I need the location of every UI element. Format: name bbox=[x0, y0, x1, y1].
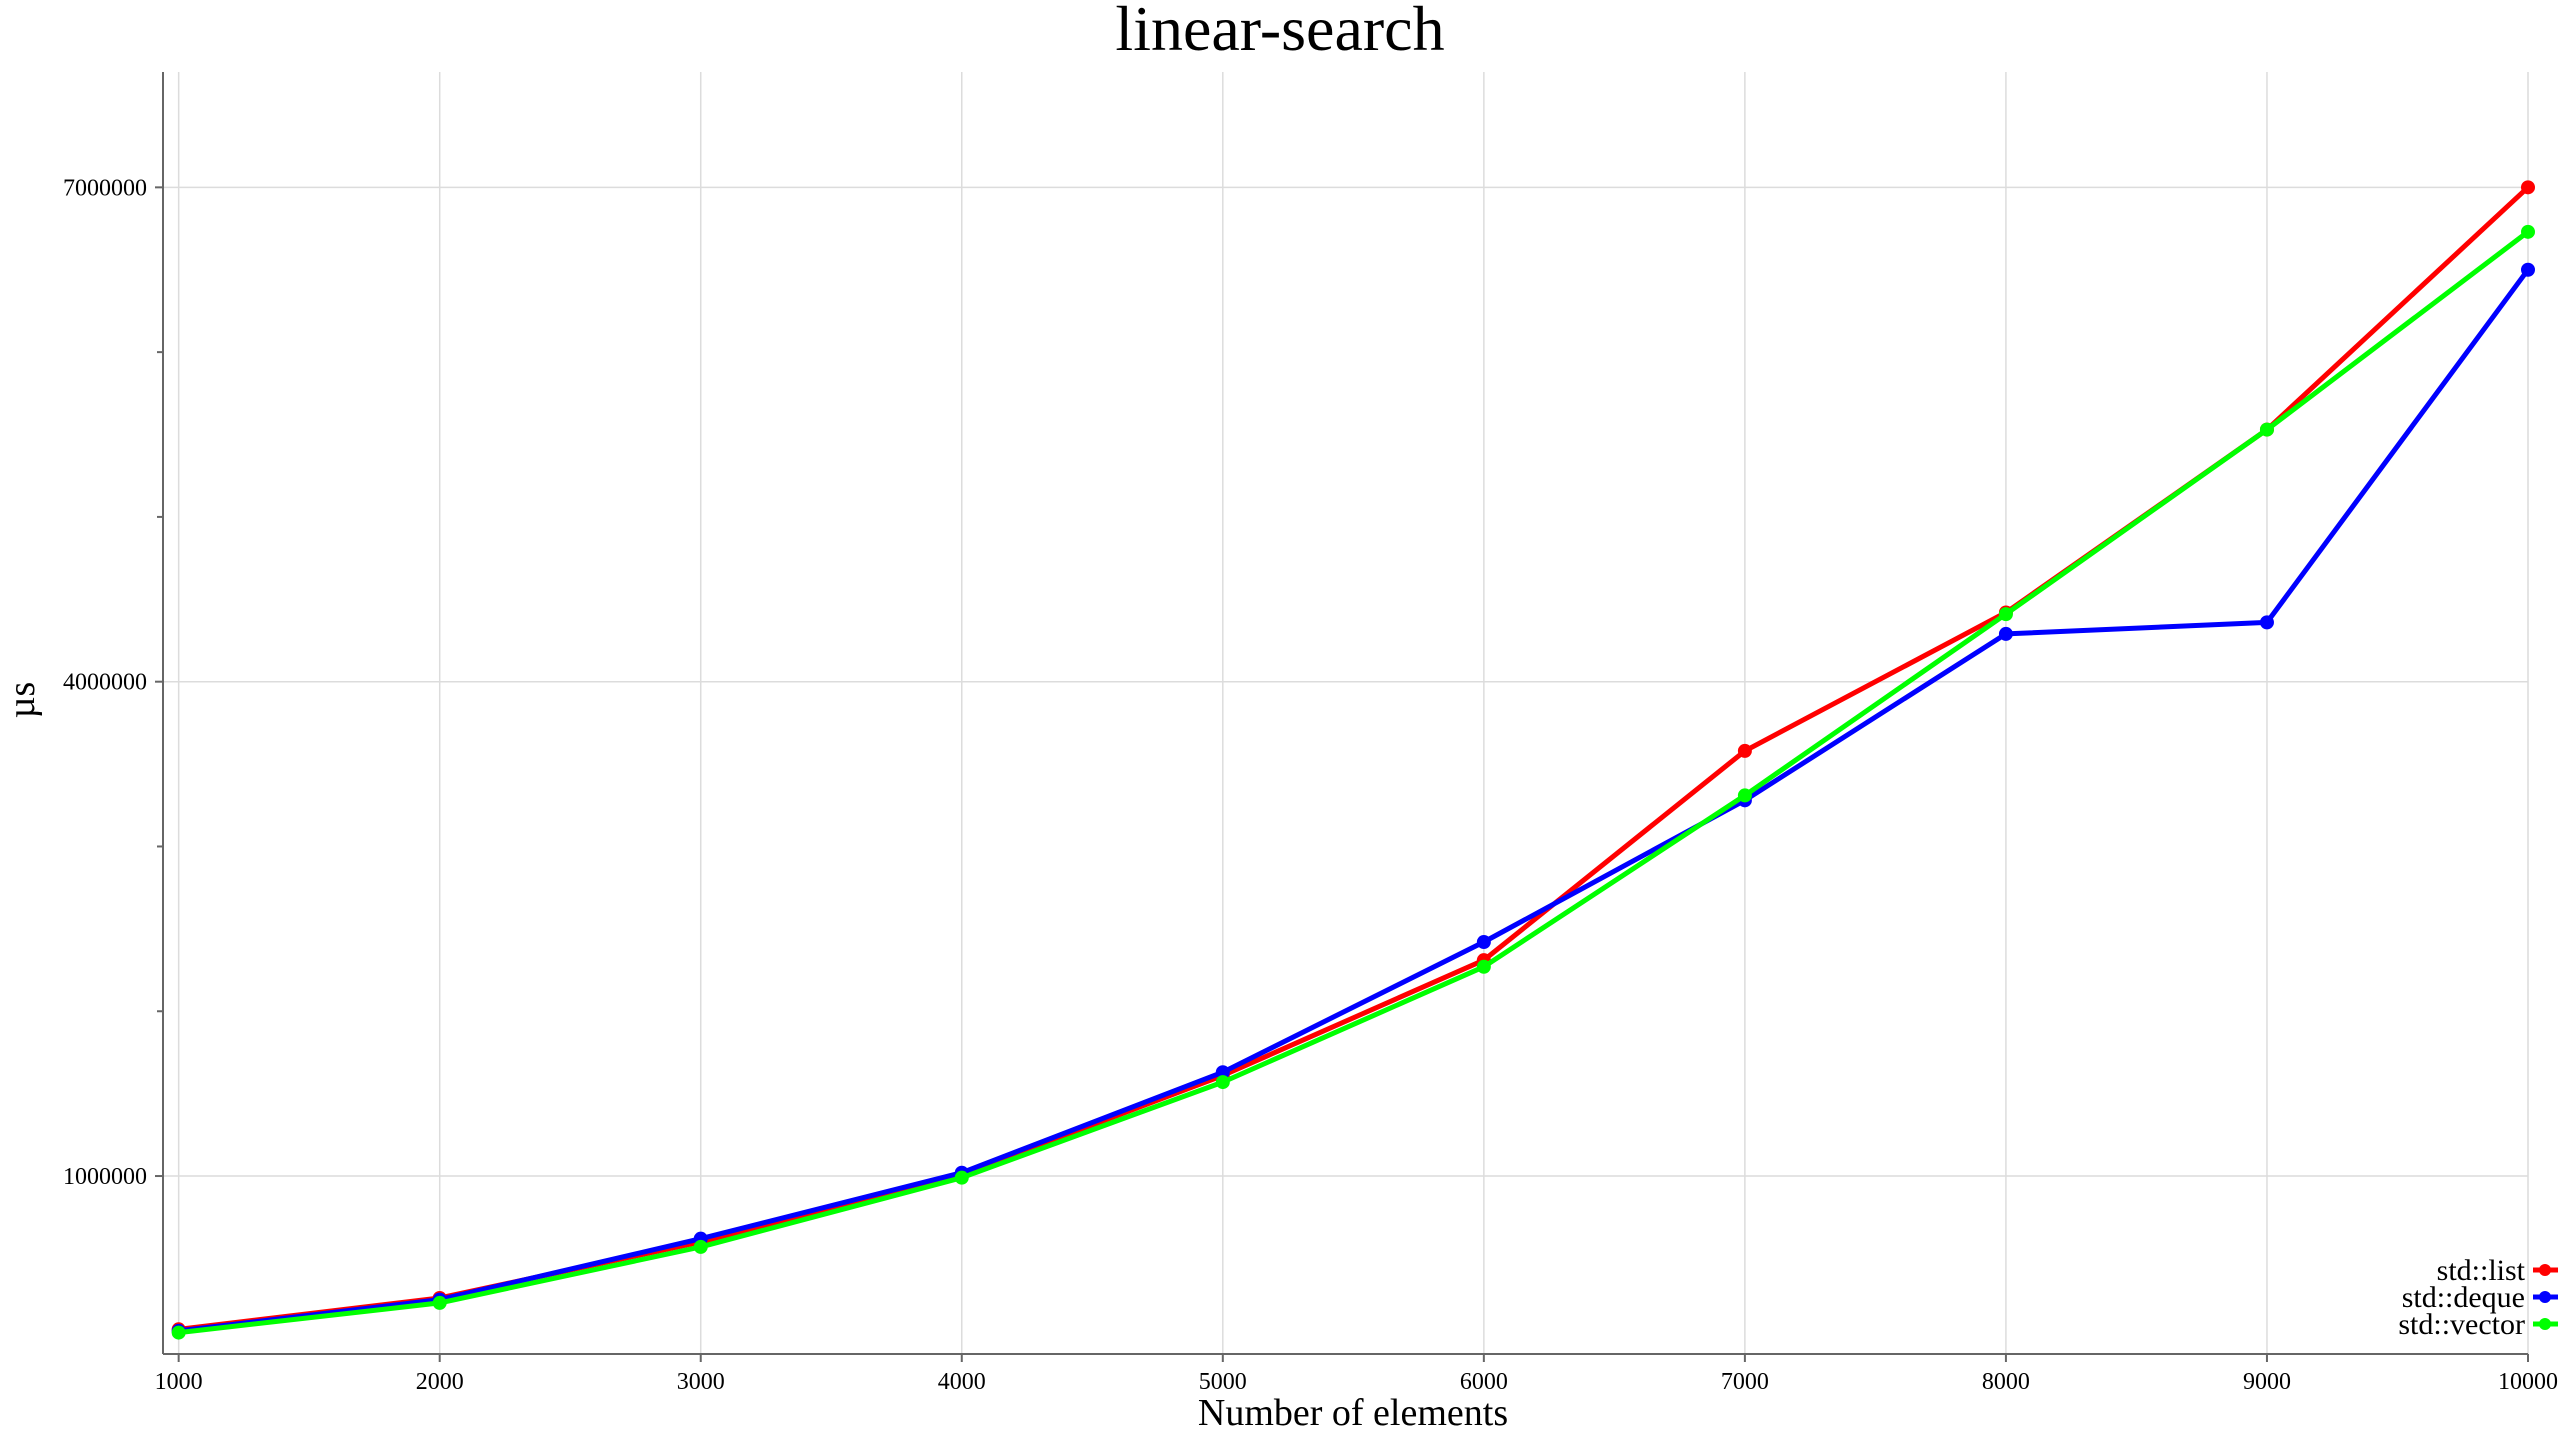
series-line bbox=[178, 268, 2531, 1334]
data-point bbox=[1737, 788, 1752, 803]
chart-title: linear-search bbox=[1115, 0, 1444, 64]
data-point bbox=[1998, 626, 2013, 641]
x-tick-label: 1000 bbox=[155, 1369, 203, 1395]
x-tick-label: 5000 bbox=[1199, 1369, 1247, 1395]
y-tick-label: 1000000 bbox=[63, 1164, 147, 1190]
legend-item-std-vector: std::vector bbox=[2398, 1308, 2558, 1341]
data-point bbox=[2259, 422, 2274, 437]
x-tick-label: 6000 bbox=[1460, 1369, 1508, 1395]
data-point bbox=[1215, 1065, 1230, 1080]
data-point bbox=[954, 1170, 969, 1185]
data-point bbox=[2521, 224, 2535, 239]
y-tick-label: 7000000 bbox=[63, 175, 147, 201]
series-std-vector bbox=[171, 224, 2535, 1340]
x-tick-label: 7000 bbox=[1721, 1369, 1769, 1395]
y-axis-label: µs bbox=[1, 682, 43, 719]
legend-label: std::deque bbox=[2402, 1281, 2525, 1314]
axes: 1000 2000 3000 4000 5000 6000 7000 8000 9000 1000… bbox=[63, 72, 2558, 1395]
x-tick-label: 10000 bbox=[2498, 1369, 2558, 1395]
x-tick-label: 9000 bbox=[2243, 1369, 2291, 1395]
series-line bbox=[178, 185, 2530, 1332]
data-point bbox=[1998, 607, 2013, 622]
x-axis-label: Number of elements bbox=[1198, 1392, 1508, 1434]
x-tick-label: 2000 bbox=[416, 1369, 464, 1395]
x-tick-label: 4000 bbox=[938, 1369, 986, 1395]
series-group bbox=[171, 180, 2535, 1340]
legend-swatch-marker bbox=[2539, 1291, 2551, 1303]
series-line bbox=[178, 229, 2530, 1336]
x-tick-label: 8000 bbox=[1982, 1369, 2030, 1395]
data-point bbox=[432, 1295, 447, 1310]
legend-swatch-marker bbox=[2539, 1318, 2551, 1330]
legend-item-std-deque: std::deque bbox=[2402, 1281, 2558, 1314]
x-tick-label: 3000 bbox=[677, 1369, 725, 1395]
data-point bbox=[693, 1239, 708, 1254]
data-point bbox=[171, 1325, 186, 1340]
legend-swatch-marker bbox=[2539, 1264, 2551, 1276]
y-tick-label: 4000000 bbox=[63, 670, 147, 696]
data-point bbox=[2259, 615, 2274, 630]
grid bbox=[163, 72, 2529, 1354]
data-point bbox=[2521, 262, 2535, 277]
data-point bbox=[1215, 1075, 1230, 1090]
legend-item-std-list: std::list bbox=[2437, 1254, 2558, 1287]
data-point bbox=[1476, 959, 1491, 974]
series-std-deque bbox=[171, 262, 2535, 1338]
series-std-list bbox=[171, 180, 2535, 1337]
data-point bbox=[2521, 180, 2535, 195]
data-point bbox=[1476, 935, 1491, 950]
legend-label: std::vector bbox=[2398, 1308, 2525, 1341]
legend-label: std::list bbox=[2437, 1254, 2526, 1287]
data-point bbox=[1737, 743, 1752, 758]
